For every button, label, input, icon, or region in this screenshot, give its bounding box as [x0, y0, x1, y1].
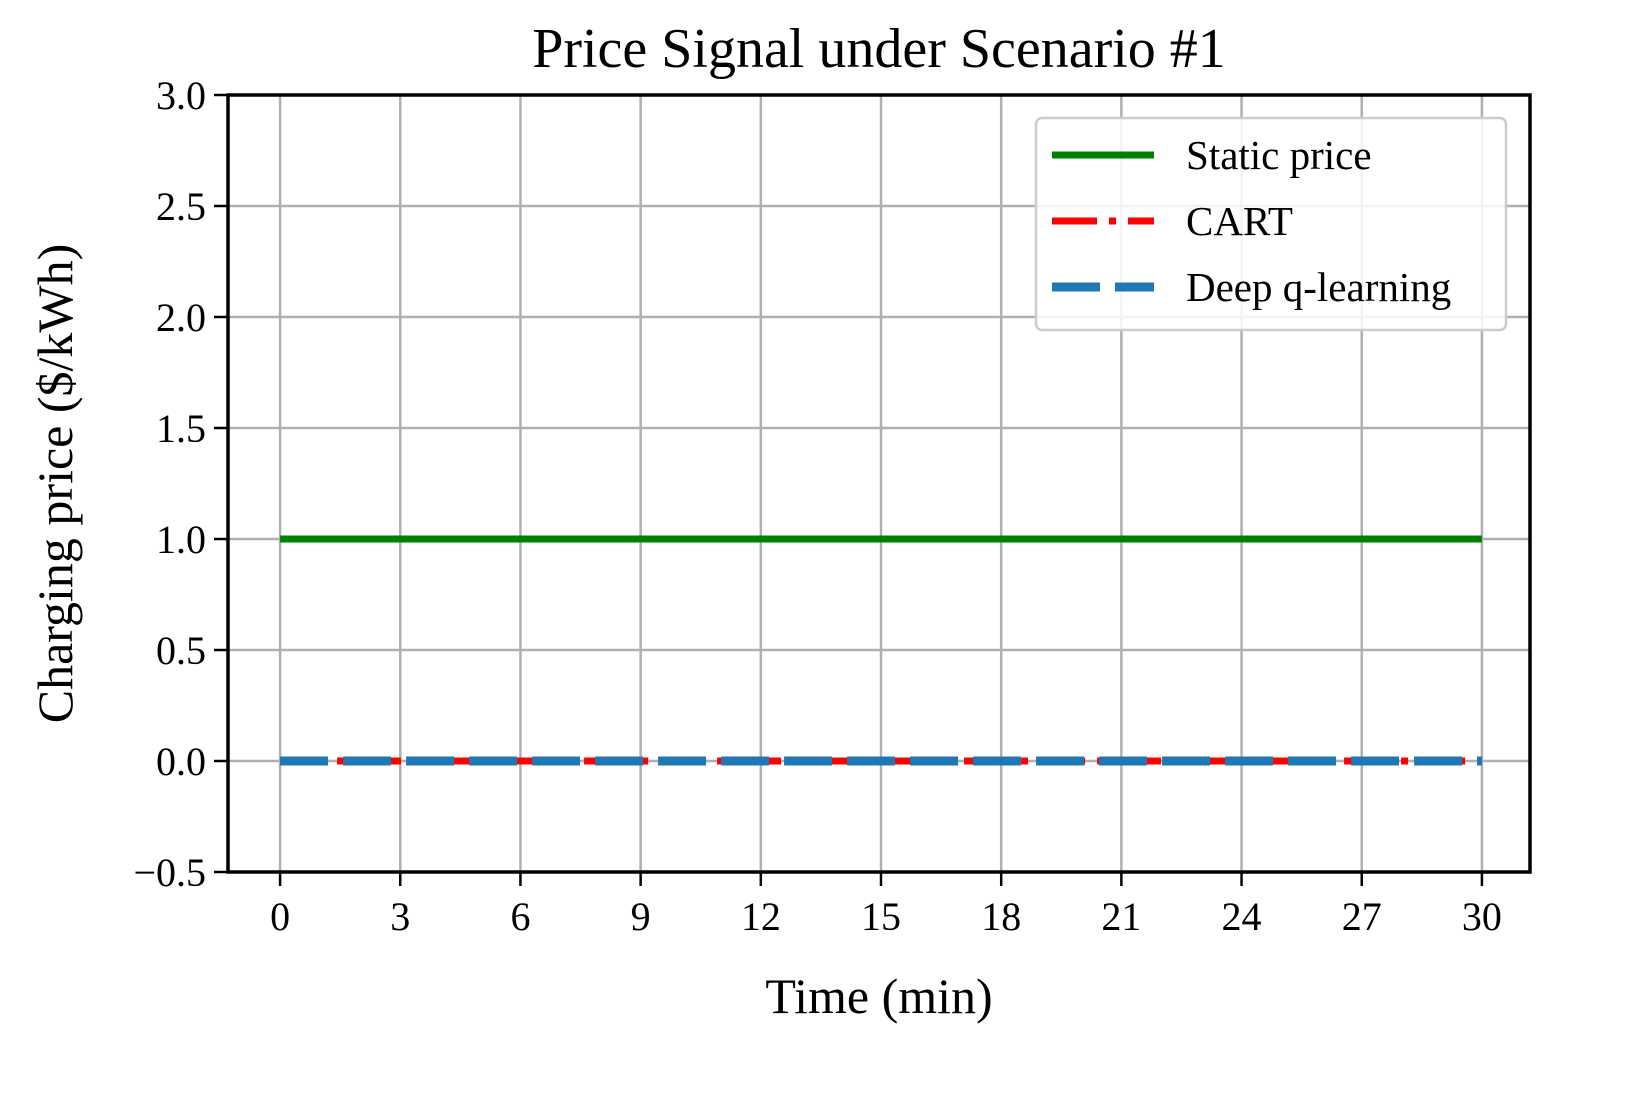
y-tick-label: 2.0	[156, 295, 206, 340]
y-axis-label: Charging price ($/kWh)	[27, 244, 83, 724]
y-tick-label: 1.0	[156, 517, 206, 562]
y-tick-label: 1.5	[156, 406, 206, 451]
x-tick-label: 6	[510, 894, 530, 939]
x-tick-label: 3	[390, 894, 410, 939]
y-tick-label: 0.5	[156, 628, 206, 673]
chart-title: Price Signal under Scenario #1	[532, 18, 1226, 80]
y-tick-label: 2.5	[156, 184, 206, 229]
legend-label-cart: CART	[1186, 198, 1293, 244]
tick-layer: 0 3 6 9 12 15 18 21 24 27 30 −0.5 0.0 0.5 1.0 1.5 2.0 2.5…	[133, 73, 1501, 939]
x-tick-label: 0	[270, 894, 290, 939]
x-tick-label: 27	[1342, 894, 1382, 939]
y-tick-label: 3.0	[156, 73, 206, 118]
y-tick-label: 0.0	[156, 739, 206, 784]
legend-box	[1034, 116, 1508, 332]
x-tick-label: 30	[1462, 894, 1502, 939]
legend: Static price CART Deep q-learning	[1034, 116, 1508, 332]
legend-label-static-price: Static price	[1186, 132, 1372, 178]
series-layer	[280, 535, 1482, 766]
x-tick-label: 15	[861, 894, 901, 939]
x-tick-label: 24	[1222, 894, 1262, 939]
legend-items: Static price CART Deep q-learning	[1052, 132, 1451, 310]
x-axis-label: Time (min)	[765, 968, 992, 1024]
y-tick-label: −0.5	[133, 850, 206, 895]
x-tick-label: 9	[631, 894, 651, 939]
x-tick-label: 21	[1101, 894, 1141, 939]
x-tick-label: 12	[741, 894, 781, 939]
x-tick-label: 18	[981, 894, 1021, 939]
legend-label-deep-q-learning: Deep q-learning	[1186, 264, 1451, 310]
plot-frame	[226, 93, 1532, 874]
